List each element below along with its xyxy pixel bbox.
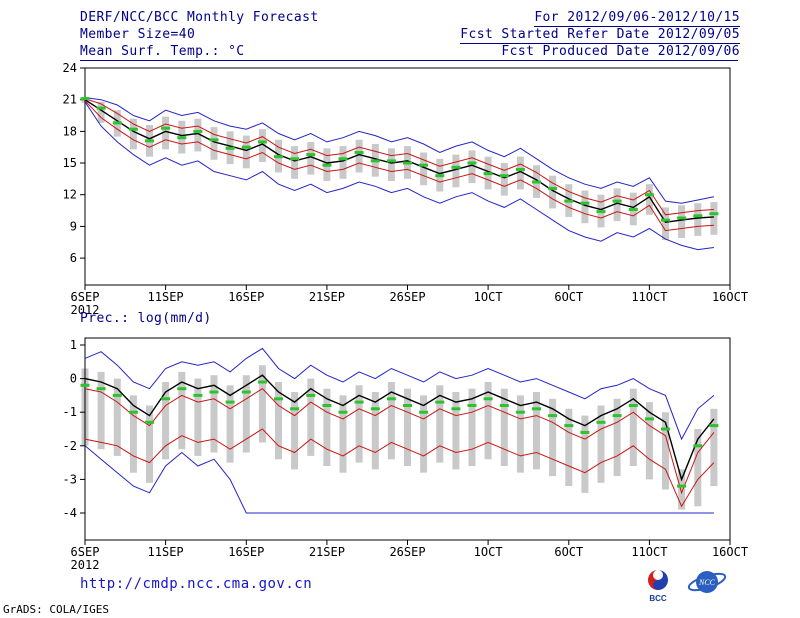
svg-text:15: 15 (63, 156, 77, 170)
svg-text:11SEP: 11SEP (148, 545, 184, 559)
svg-text:1OCT: 1OCT (474, 545, 503, 559)
header-divider (80, 60, 738, 61)
svg-text:21: 21 (63, 93, 77, 107)
forecast-range: For 2012/09/06-2012/10/15 (534, 10, 740, 27)
fcst-start-date: Fcst Started Refer Date 2012/09/05 (460, 27, 740, 44)
ncc-logo-label: NCC (698, 578, 716, 587)
ncc-logo: NCC (687, 571, 727, 593)
bcc-logo: BCC (648, 570, 668, 603)
svg-text:-4: -4 (63, 506, 77, 520)
svg-text:16SEP: 16SEP (228, 545, 264, 559)
svg-text:26SEP: 26SEP (389, 545, 425, 559)
svg-text:6: 6 (70, 251, 77, 265)
svg-text:6SEP: 6SEP (71, 290, 100, 304)
ncc-logo-orbit (687, 572, 727, 592)
svg-text:6SEP: 6SEP (71, 545, 100, 559)
svg-text:26SEP: 26SEP (389, 290, 425, 304)
bcc-logo-label: BCC (649, 594, 667, 603)
svg-text:0: 0 (70, 372, 77, 386)
svg-text:16OCT: 16OCT (712, 290, 748, 304)
member-size-label: Member Size=40 (80, 27, 196, 42)
svg-text:-2: -2 (63, 439, 77, 453)
bcc-logo-blue-swirl (653, 570, 668, 590)
svg-text:11OCT: 11OCT (631, 545, 667, 559)
svg-text:11SEP: 11SEP (148, 290, 184, 304)
svg-text:11OCT: 11OCT (631, 290, 667, 304)
svg-text:-1: -1 (63, 405, 77, 419)
precip-chart-title: Prec.: log(mm/d) (80, 311, 212, 326)
footer-url[interactable]: http://cmdp.ncc.cma.gov.cn (80, 576, 313, 592)
svg-text:6OCT: 6OCT (554, 545, 583, 559)
svg-text:-3: -3 (63, 472, 77, 486)
svg-text:6OCT: 6OCT (554, 290, 583, 304)
svg-text:21SEP: 21SEP (309, 545, 345, 559)
svg-text:9: 9 (70, 219, 77, 233)
svg-text:1: 1 (70, 338, 77, 352)
fcst-produced-date: Fcst Produced Date 2012/09/06 (501, 44, 740, 59)
svg-text:16OCT: 16OCT (712, 545, 748, 559)
svg-text:18: 18 (63, 124, 77, 138)
svg-text:16SEP: 16SEP (228, 290, 264, 304)
svg-text:21SEP: 21SEP (309, 290, 345, 304)
page-title: DERF/NCC/BCC Monthly Forecast (80, 10, 319, 25)
svg-text:2012: 2012 (71, 558, 100, 572)
grads-credit: GrADS: COLA/IGES (3, 603, 109, 616)
temp-chart-title: Mean Surf. Temp.: °C (80, 44, 245, 59)
svg-text:1OCT: 1OCT (474, 290, 503, 304)
svg-text:24: 24 (63, 61, 77, 75)
svg-text:12: 12 (63, 188, 77, 202)
ncc-logo-globe (696, 571, 718, 593)
